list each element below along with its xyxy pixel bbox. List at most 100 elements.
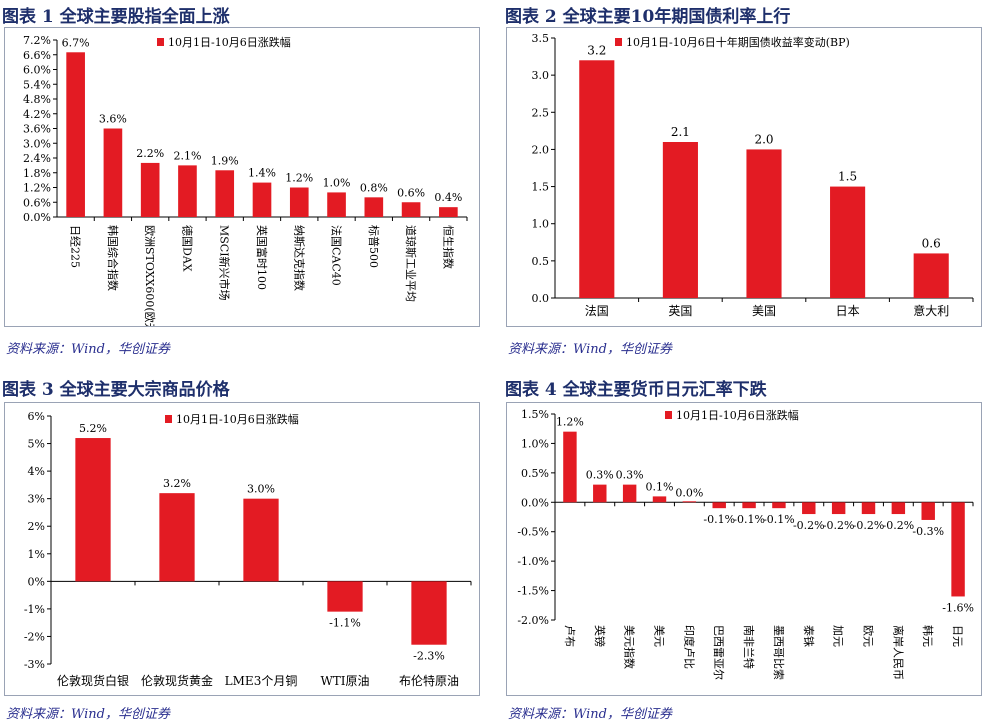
panel-3-title: 图表 3 全球主要大宗商品价格	[2, 380, 230, 400]
bar	[327, 581, 363, 612]
y-tick-label: -3%	[24, 658, 45, 671]
bar	[712, 502, 726, 509]
bar	[252, 182, 272, 217]
y-tick-label: 3.6%	[23, 123, 51, 136]
y-tick-label: 7.2%	[23, 34, 51, 47]
legend-label: 10月1日-10月6日十年期国债收益率变动(BP)	[626, 35, 850, 49]
bar	[140, 162, 160, 217]
panel-2-source: 资料来源：Wind，华创证券	[508, 342, 672, 357]
bar	[951, 502, 965, 597]
y-tick-label: 1.0	[532, 218, 550, 231]
y-tick-label: 1.5%	[521, 408, 549, 421]
y-tick-label: 4.2%	[23, 108, 51, 121]
bar	[742, 502, 756, 509]
bar	[215, 170, 235, 217]
y-tick-label: 1%	[28, 548, 45, 561]
bar	[831, 502, 846, 515]
data-label: 2.2%	[136, 147, 164, 160]
data-label: 2.0	[754, 132, 773, 146]
x-tick-label: 卢布	[563, 625, 576, 647]
bar	[913, 253, 949, 298]
y-tick-label: -2.0%	[517, 614, 549, 627]
data-label: 2.1	[671, 125, 690, 139]
bar	[411, 581, 447, 645]
panel-3-chart-box: -3% -2% -1% 0% 1% 2% 3% 4% 5% 6% 5.2% 伦敦现货白银 3.2% 伦敦现…	[4, 402, 480, 696]
y-tick-label: 1.5	[532, 181, 550, 194]
panel-4-source: 资料来源：Wind，华创证券	[508, 707, 672, 722]
bar	[364, 197, 384, 217]
legend-label: 10月1日-10月6日涨跌幅	[676, 408, 799, 422]
y-tick-label: -1%	[24, 603, 45, 616]
y-tick-label: 3.0%	[23, 137, 51, 150]
data-label: -0.2%	[793, 519, 825, 532]
data-label: 0.1%	[646, 480, 674, 493]
x-tick-label: 英国	[668, 304, 692, 318]
y-tick-label: 5.4%	[23, 78, 51, 91]
bar	[243, 498, 279, 582]
panel-1-title: 图表 1 全球主要股指全面上涨	[2, 7, 230, 27]
data-label: -1.1%	[329, 617, 361, 630]
y-tick-label: 4.8%	[23, 93, 51, 106]
y-tick-label: 5%	[28, 438, 45, 451]
x-tick-label: 恒生指数	[441, 225, 455, 269]
data-label: 6.7%	[62, 36, 90, 49]
x-tick-label: 英镑	[593, 625, 607, 647]
panel-4-chart-box: -2.0% -1.5% -1.0% -0.5% 0.0% 0.5% 1.0% 1.5% 1.2%…	[506, 402, 982, 696]
bar	[327, 192, 346, 217]
panel-4-chart: -2.0% -1.5% -1.0% -0.5% 0.0% 0.5% 1.0% 1.5% 1.2%…	[517, 408, 974, 680]
bar	[401, 202, 421, 217]
data-label: -1.6%	[942, 601, 974, 614]
x-tick-label: 法国	[585, 304, 609, 318]
x-tick-label: WTI原油	[320, 674, 369, 688]
x-tick-label: LME3个月铜	[225, 673, 298, 688]
data-label: 0.4%	[434, 191, 462, 204]
data-label: 1.2%	[556, 416, 584, 429]
y-tick-label: 0.0%	[23, 211, 51, 224]
bar	[652, 496, 667, 503]
y-tick-label: 3%	[28, 493, 45, 506]
y-tick-label: -0.5%	[517, 526, 549, 539]
y-tick-label: 3.5	[532, 32, 550, 45]
bar	[289, 187, 309, 217]
y-tick-label: -1.0%	[517, 555, 549, 568]
y-tick-label: 2.5	[532, 106, 550, 119]
bar	[682, 501, 697, 503]
x-tick-label: 印度卢比	[682, 625, 696, 669]
y-tick-label: 6.0%	[23, 64, 51, 77]
panel-3-chart: -3% -2% -1% 0% 1% 2% 3% 4% 5% 6% 5.2% 伦敦现货白银 3.2% 伦敦现…	[24, 410, 472, 688]
x-tick-label: 意大利	[913, 303, 949, 318]
bar	[662, 142, 698, 298]
y-tick-label: 0.6%	[23, 196, 51, 209]
x-tick-label: 法国CAC40	[330, 225, 344, 286]
bar	[75, 438, 111, 582]
y-tick-label: 2.4%	[23, 152, 51, 165]
x-tick-label: 巴西雷亚尔	[712, 625, 725, 680]
y-tick-label: 0.0%	[521, 496, 549, 509]
x-tick-label: 布伦特原油	[399, 673, 459, 688]
x-tick-label: 英国富时100	[255, 225, 269, 290]
x-tick-label: 欧元	[862, 625, 875, 647]
data-label: 0.3%	[586, 469, 614, 482]
legend: 10月1日-10月6日涨跌幅	[665, 408, 799, 422]
data-label: -0.3%	[912, 525, 944, 538]
legend: 10月1日-10月6日涨跌幅	[165, 412, 299, 426]
data-label: 0.0%	[675, 486, 703, 499]
legend-swatch	[165, 415, 172, 423]
legend-swatch	[615, 38, 622, 46]
data-label: 2.1%	[173, 149, 201, 162]
y-tick-label: -2%	[24, 630, 45, 643]
bar	[103, 128, 123, 217]
data-label: 3.6%	[99, 113, 127, 126]
x-tick-label: 美元	[653, 625, 666, 647]
x-tick-label: 南非兰特	[742, 625, 756, 669]
data-label: -2.3%	[413, 650, 445, 663]
data-label: -0.1%	[703, 513, 735, 526]
panel-2-title: 图表 2 全球主要10年期国债利率上行	[505, 7, 791, 27]
panel-1-chart: 0.0%0.6%1.2%1.8%2.4%3.0%3.6%4.2%4.8%5.4%…	[23, 34, 468, 338]
panel-2-chart-box: 0.0 0.5 1.0 1.5 2.0 2.5 3.0 3.5 3.2 法国 2.1 英国 2.0 美国 1…	[506, 27, 982, 327]
bar	[830, 186, 866, 298]
x-tick-label: 日元	[951, 625, 964, 647]
y-tick-label: 1.0%	[521, 437, 549, 450]
x-tick-label: 美元指数	[623, 625, 637, 669]
y-tick-label: 2.0	[532, 143, 550, 156]
